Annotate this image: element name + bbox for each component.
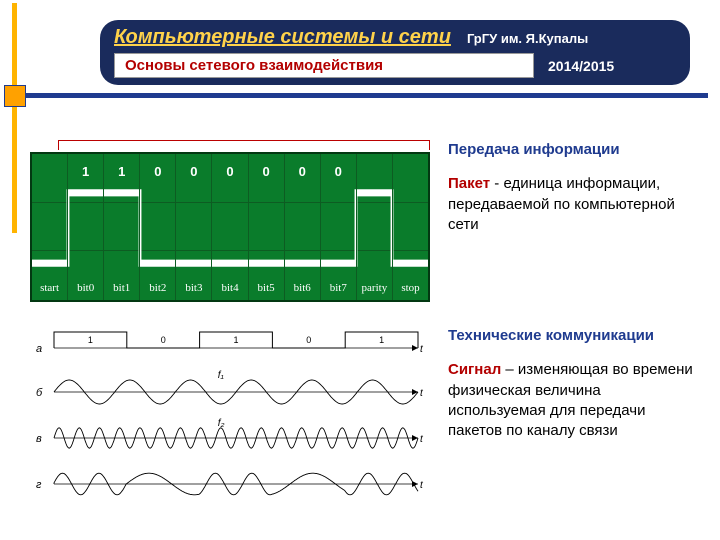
bit-label: bit4 bbox=[212, 282, 247, 294]
university-name: ГрГУ им. Я.Купалы bbox=[467, 31, 588, 46]
scope-column: 1 bit0 bbox=[68, 154, 104, 300]
scope-column: 0 bit6 bbox=[285, 154, 321, 300]
svg-text:0: 0 bbox=[161, 335, 166, 345]
academic-year: 2014/2015 bbox=[548, 58, 614, 74]
bit-value: 0 bbox=[321, 164, 356, 179]
term-signal: Сигнал bbox=[448, 361, 501, 378]
svg-text:г: г bbox=[36, 479, 42, 491]
scope-column: 0 bit7 bbox=[321, 154, 357, 300]
scope-column: 0 bit5 bbox=[249, 154, 285, 300]
heading-communication: Технические коммуникации bbox=[448, 327, 654, 344]
bit-label: start bbox=[32, 282, 67, 294]
bit-value: 1 bbox=[104, 164, 139, 179]
section-transmission: Передача информации Пакет - единица инфо… bbox=[448, 140, 700, 302]
heading-transmission: Передача информации bbox=[448, 141, 620, 158]
bit-value: 1 bbox=[68, 164, 103, 179]
svg-text:1: 1 bbox=[379, 335, 384, 345]
modulation-diagram: t а t б t в t г 1 0 1 0 1 f₁ f₂ bbox=[30, 326, 430, 506]
section-communication: Технические коммуникации Сигнал – изменя… bbox=[448, 326, 700, 506]
bit-label: bit3 bbox=[176, 282, 211, 294]
subtitle-box: Основы сетевого взаимодействия bbox=[114, 53, 534, 78]
svg-text:t: t bbox=[420, 434, 424, 445]
svg-text:в: в bbox=[36, 433, 42, 445]
bit-label: bit6 bbox=[285, 282, 320, 294]
bit-label: bit0 bbox=[68, 282, 103, 294]
bit-label: bit2 bbox=[140, 282, 175, 294]
bit-value: 0 bbox=[249, 164, 284, 179]
header-bar: Компьютерные системы и сети ГрГУ им. Я.К… bbox=[100, 20, 690, 85]
bit-label: parity bbox=[357, 282, 392, 294]
bit-label: bit1 bbox=[104, 282, 139, 294]
time-ruler bbox=[58, 140, 430, 150]
scope-column: stop bbox=[393, 154, 428, 300]
scope-column: 0 bit4 bbox=[212, 154, 248, 300]
scope-column: 0 bit2 bbox=[140, 154, 176, 300]
svg-text:t: t bbox=[420, 344, 424, 355]
bit-label: bit5 bbox=[249, 282, 284, 294]
svg-text:0: 0 bbox=[306, 335, 311, 345]
slide-title: Компьютерные системы и сети bbox=[114, 26, 451, 49]
svg-text:1: 1 bbox=[233, 335, 238, 345]
bit-value: 0 bbox=[212, 164, 247, 179]
svg-text:1: 1 bbox=[88, 335, 93, 345]
bit-value: 0 bbox=[140, 164, 175, 179]
scope-column: start bbox=[32, 154, 68, 300]
scope-column: 1 bit1 bbox=[104, 154, 140, 300]
svg-text:а: а bbox=[36, 343, 42, 355]
bit-label: stop bbox=[393, 282, 428, 294]
svg-text:f₁: f₁ bbox=[218, 370, 224, 381]
accent-decoration bbox=[12, 93, 46, 127]
svg-text:t: t bbox=[420, 388, 424, 399]
svg-text:f₂: f₂ bbox=[218, 418, 225, 429]
svg-text:б: б bbox=[36, 387, 43, 399]
svg-text:t: t bbox=[420, 480, 424, 491]
bit-value: 0 bbox=[176, 164, 211, 179]
bit-value: 0 bbox=[285, 164, 320, 179]
bit-label: bit7 bbox=[321, 282, 356, 294]
term-packet: Пакет bbox=[448, 175, 490, 192]
scope-column: parity bbox=[357, 154, 393, 300]
scope-diagram: start 1 bit0 1 bit1 0 bit2 0 bit3 0 bit4 0 bit5 0 bit6… bbox=[30, 140, 430, 302]
scope-column: 0 bit3 bbox=[176, 154, 212, 300]
